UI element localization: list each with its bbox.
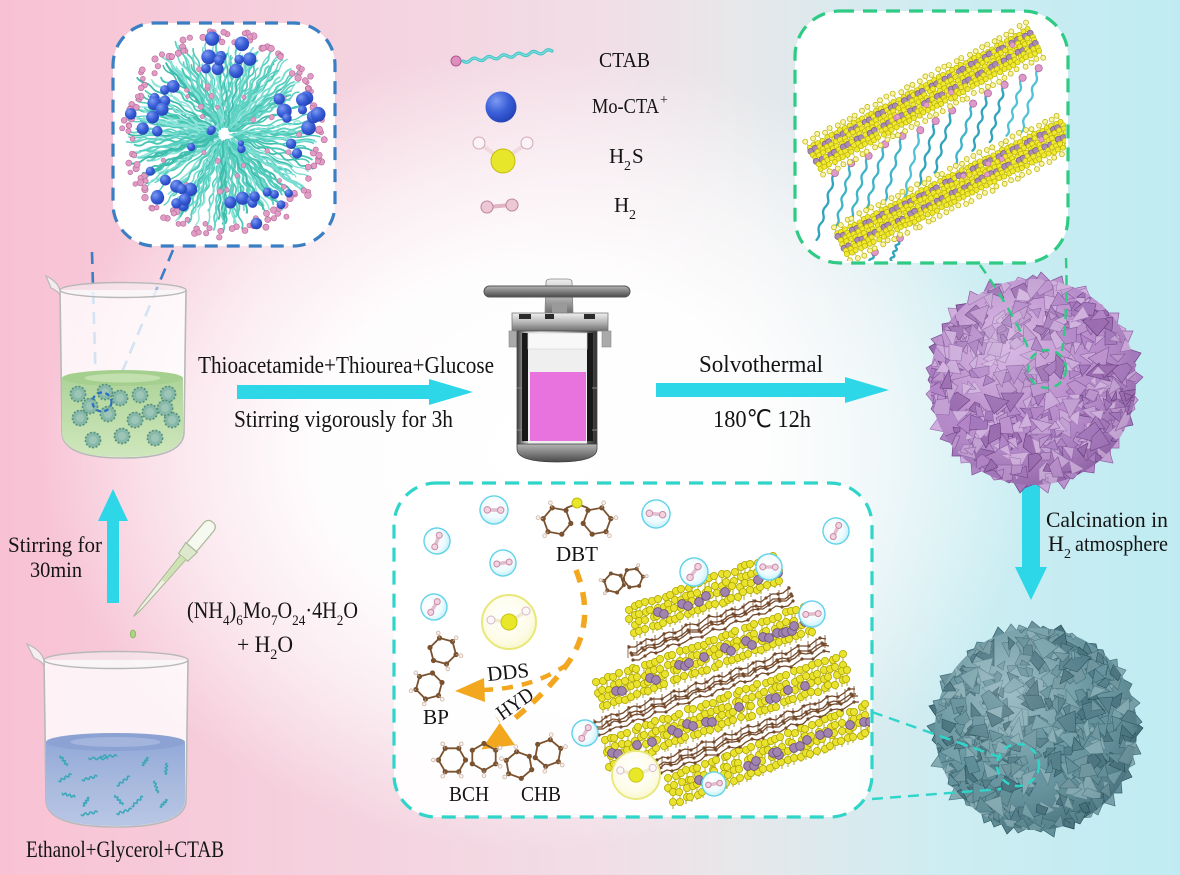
svg-text:S: S bbox=[632, 144, 644, 168]
svg-text:Stirring vigorously for 3h: Stirring vigorously for 3h bbox=[234, 407, 453, 433]
svg-text:Thioacetamide+Thiourea+Glucose: Thioacetamide+Thiourea+Glucose bbox=[198, 353, 494, 379]
svg-text:CHB: CHB bbox=[521, 782, 561, 806]
svg-text:2: 2 bbox=[629, 208, 636, 223]
svg-text:Stirring for: Stirring for bbox=[8, 532, 103, 557]
svg-text:180℃ 12h: 180℃ 12h bbox=[713, 407, 811, 433]
svg-text:H: H bbox=[614, 193, 629, 217]
svg-text:H: H bbox=[1048, 531, 1064, 556]
svg-text:2: 2 bbox=[1064, 547, 1071, 562]
svg-text:atmosphere: atmosphere bbox=[1075, 531, 1168, 556]
svg-text:(NH4)6Mo7O24·4H2O: (NH4)6Mo7O24·4H2O bbox=[187, 598, 358, 629]
svg-text:BP: BP bbox=[423, 705, 449, 729]
svg-text:CTAB: CTAB bbox=[599, 48, 650, 72]
svg-text:H: H bbox=[609, 144, 624, 168]
svg-text:Mo-CTA: Mo-CTA bbox=[592, 94, 660, 118]
svg-text:Calcination in: Calcination in bbox=[1046, 507, 1168, 532]
svg-text:DBT: DBT bbox=[556, 542, 598, 566]
svg-text:DDS: DDS bbox=[486, 658, 530, 686]
svg-text:+: + bbox=[660, 93, 668, 108]
svg-text:Solvothermal: Solvothermal bbox=[699, 352, 823, 378]
svg-text:30min: 30min bbox=[30, 557, 82, 582]
svg-text:2: 2 bbox=[624, 159, 631, 174]
svg-text:BCH: BCH bbox=[449, 782, 489, 806]
svg-text:Ethanol+Glycerol+CTAB: Ethanol+Glycerol+CTAB bbox=[26, 837, 224, 862]
